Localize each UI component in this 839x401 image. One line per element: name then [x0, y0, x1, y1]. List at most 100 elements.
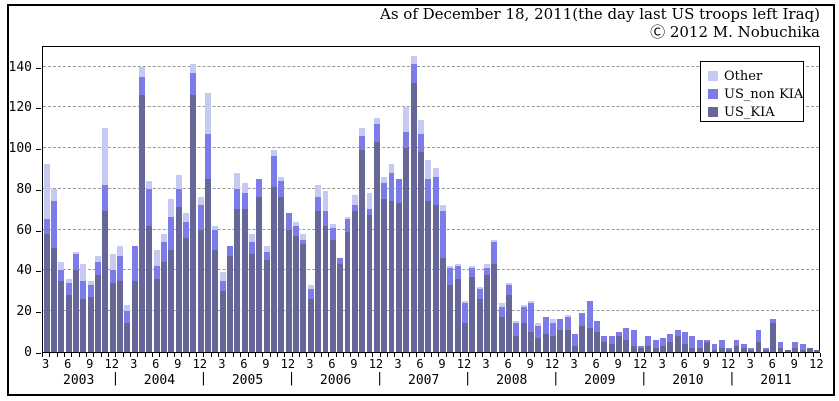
bar-2009-01: [557, 319, 564, 352]
segment-other: [322, 190, 329, 212]
bar-2009-09: [616, 331, 623, 352]
x-tick: [210, 353, 212, 357]
segment-us-kia: [784, 349, 791, 352]
segment-us-non-kia: [535, 325, 542, 338]
segment-other: [520, 305, 527, 308]
x-tick: [342, 353, 344, 357]
x-tick: [144, 353, 146, 357]
segment-us-non-kia: [608, 335, 615, 344]
segment-us-kia: [388, 201, 395, 352]
x-tick: [687, 353, 689, 357]
segment-us-non-kia: [491, 241, 498, 265]
x-month-label: 3: [130, 357, 138, 371]
segment-us-non-kia: [476, 288, 483, 299]
y-tick: [36, 108, 41, 110]
y-axis-label: 120: [8, 100, 32, 116]
x-tick: [599, 353, 601, 357]
legend-swatch-icon: [708, 89, 718, 99]
segment-us-kia: [241, 209, 248, 352]
segment-us-kia: [520, 323, 527, 352]
x-tick: [130, 353, 132, 357]
y-axis-label: 40: [16, 263, 32, 279]
year-separator: |: [463, 371, 472, 386]
segment-us-kia: [718, 347, 725, 352]
segment-other: [271, 150, 278, 157]
segment-us-kia: [432, 205, 439, 352]
segment-other: [102, 127, 109, 185]
segment-us-non-kia: [579, 313, 586, 326]
x-tick: [254, 353, 256, 357]
segment-us-non-kia: [285, 213, 292, 230]
segment-us-non-kia: [337, 258, 344, 265]
x-tick: [658, 353, 660, 357]
chart-title: As of December 18, 2011(the day last US …: [379, 5, 820, 23]
x-tick: [665, 353, 667, 357]
segment-us-non-kia: [124, 311, 131, 324]
x-tick: [519, 353, 521, 357]
x-year-label-2011: 2011: [760, 373, 792, 388]
x-tick: [709, 353, 711, 357]
segment-us-non-kia: [645, 335, 652, 346]
bar-2004-05: [146, 180, 153, 352]
segment-us-non-kia: [711, 343, 718, 350]
bar-2006-10: [359, 127, 366, 352]
segment-us-kia: [740, 347, 747, 352]
segment-us-kia: [168, 250, 175, 352]
x-tick: [328, 353, 330, 357]
segment-us-kia: [564, 329, 571, 352]
segment-other: [461, 301, 468, 304]
x-tick: [790, 353, 792, 357]
segment-us-kia: [528, 331, 534, 352]
x-year-label-2005: 2005: [231, 373, 264, 388]
x-tick: [453, 353, 455, 357]
x-tick: [504, 353, 506, 357]
x-tick: [357, 353, 359, 357]
segment-other: [87, 280, 94, 285]
x-tick: [585, 353, 587, 357]
x-month-label: 9: [790, 357, 798, 371]
x-tick: [812, 353, 814, 357]
segment-us-non-kia: [689, 335, 696, 348]
bar-2007-02: [388, 164, 395, 352]
x-tick: [445, 353, 447, 357]
segment-us-kia: [623, 339, 630, 352]
bar-2011-08: [784, 349, 791, 352]
segment-us-non-kia: [241, 192, 248, 210]
segment-other: [219, 272, 226, 281]
segment-us-kia: [359, 150, 366, 352]
bar-2011-03: [748, 347, 755, 352]
x-tick: [775, 353, 777, 357]
x-month-label: 12: [192, 357, 208, 371]
x-tick: [372, 353, 374, 357]
legend-label: US_non KIA: [724, 86, 804, 102]
x-tick: [783, 353, 785, 357]
y-axis-label: 60: [16, 222, 32, 238]
segment-us-kia: [300, 243, 307, 352]
x-tick: [247, 353, 249, 357]
segment-other: [300, 233, 307, 240]
segment-us-non-kia: [205, 133, 211, 179]
segment-us-non-kia: [762, 347, 769, 350]
legend-label: Other: [724, 68, 763, 84]
x-tick: [423, 353, 425, 357]
x-year-label-2007: 2007: [408, 373, 440, 388]
segment-us-non-kia: [249, 241, 256, 255]
legend-item-us-non-kia: US_non KIA: [708, 85, 803, 103]
bar-2004-06: [153, 250, 160, 352]
bar-2007-05: [410, 56, 417, 352]
segment-other: [373, 117, 380, 124]
bar-2005-06: [241, 182, 248, 352]
legend-item-other: Other: [708, 67, 803, 85]
segment-us-non-kia: [652, 339, 659, 348]
x-tick: [438, 353, 440, 357]
x-tick: [122, 353, 124, 357]
x-tick: [137, 353, 139, 357]
bar-2010-02: [652, 339, 659, 352]
segment-us-kia: [469, 276, 476, 352]
segment-other: [513, 321, 520, 324]
segment-us-non-kia: [748, 347, 755, 350]
segment-us-kia: [535, 337, 542, 352]
x-month-label: 6: [64, 357, 72, 371]
x-month-label: 6: [240, 357, 248, 371]
segment-other: [432, 168, 439, 177]
